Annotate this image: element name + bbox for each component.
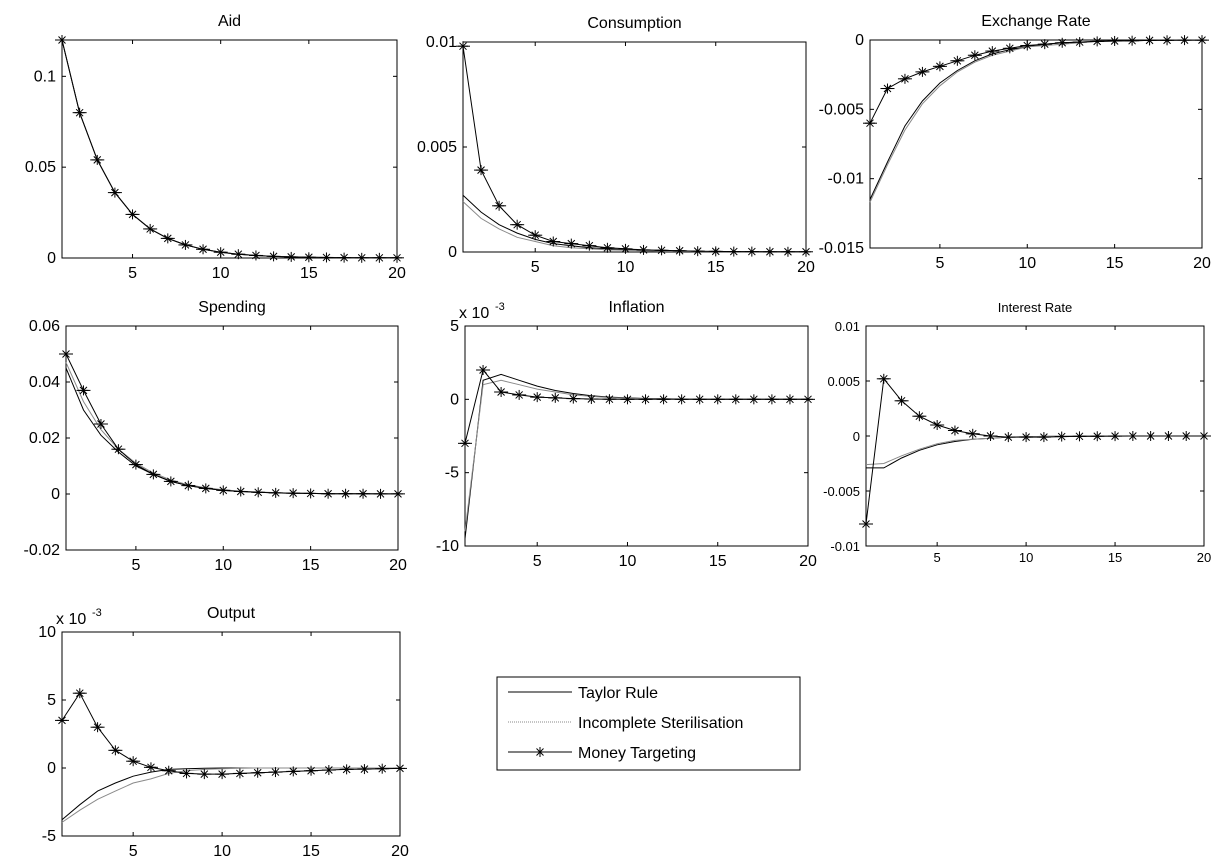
legend-star-marker — [535, 747, 545, 757]
interest-rate-ytick-label: -0.005 — [823, 484, 860, 499]
interest-rate-ytick-label: 0 — [853, 429, 860, 444]
subplot-consumption: Consumption 5 10 15 20 0 0.005 0.01 — [417, 15, 815, 276]
interest-rate-xtick-label: 20 — [1197, 550, 1211, 565]
legend-star-glyph — [535, 747, 545, 757]
inflation-xtick-label: 5 — [533, 553, 542, 570]
inflation-ytick-label: 5 — [450, 318, 459, 335]
spending-axes-box — [65, 325, 399, 551]
spending-ytick-label: 0 — [51, 486, 60, 503]
exchange-rate-xtick-label: 20 — [1193, 255, 1211, 272]
exchange-rate-axes-box — [869, 39, 1203, 249]
interest-rate-ytick-label: -0.01 — [830, 539, 860, 554]
aid-ytick-label: 0.05 — [25, 159, 56, 176]
exchange-rate-ytick-label: -0.01 — [828, 171, 865, 188]
spending-xtick-label: 20 — [389, 557, 407, 574]
interest-rate-ytick-label: 0.005 — [827, 374, 860, 389]
consumption-ytick-label: 0.01 — [426, 34, 457, 51]
subplot-spending: Spending 5 10 15 20 -0.02 0 0.02 0.04 0.06 — [24, 299, 407, 574]
output-xtick-label: 15 — [302, 843, 320, 860]
output-ytick-label: 0 — [47, 760, 56, 777]
consumption-ytick-label: 0 — [448, 244, 457, 261]
aid-xtick-label: 15 — [300, 265, 318, 282]
exchange-rate-xtick-label: 15 — [1106, 255, 1124, 272]
inflation-xtick-label: 10 — [619, 553, 637, 570]
interest-rate-ytick-label: 0.01 — [835, 319, 860, 334]
inflation-axes-box — [464, 325, 809, 547]
aid-axes-box — [61, 39, 398, 259]
interest-rate-xtick-label: 5 — [934, 550, 941, 565]
inflation-title: Inflation — [608, 299, 664, 316]
exchange-rate-ytick-label: -0.015 — [819, 240, 864, 257]
output-series-incomplete-sterilisation — [61, 767, 400, 823]
legend-label-money-targeting: Money Targeting — [578, 745, 696, 762]
interest-rate-xtick-label: 15 — [1108, 550, 1122, 565]
output-xtick-label: 10 — [213, 843, 231, 860]
spending-xtick-label: 15 — [302, 557, 320, 574]
legend-label-incomplete-sterilisation: Incomplete Sterilisation — [578, 715, 743, 732]
spending-ytick-label: 0.02 — [29, 430, 60, 447]
legend-label-taylor-rule: Taylor Rule — [578, 685, 658, 702]
spending-title: Spending — [198, 299, 266, 316]
inflation-xtick-label: 15 — [709, 553, 727, 570]
output-ytick-label: -5 — [42, 828, 56, 845]
inflation-exponent-power: -3 — [495, 301, 505, 313]
aid-title: Aid — [218, 13, 241, 30]
inflation-xtick-label: 20 — [799, 553, 817, 570]
consumption-ytick-label: 0.005 — [417, 139, 457, 156]
output-title: Output — [207, 605, 256, 622]
output-axes-box — [61, 631, 401, 837]
spending-ytick-label: 0.04 — [29, 374, 60, 391]
exchange-rate-xtick-label: 10 — [1018, 255, 1036, 272]
inflation-ytick-label: -10 — [436, 538, 459, 555]
aid-ytick-label: 0.1 — [34, 68, 56, 85]
aid-ytick-label: 0 — [47, 250, 56, 267]
aid-xtick-label: 5 — [128, 265, 137, 282]
consumption-axes-box — [462, 41, 807, 253]
consumption-xtick-label: 20 — [797, 259, 815, 276]
output-xtick-label: 20 — [391, 843, 409, 860]
consumption-xtick-label: 15 — [707, 259, 725, 276]
exchange-rate-ytick-label: -0.005 — [819, 101, 864, 118]
legend: Taylor Rule Incomplete Sterilisation Mon… — [496, 676, 801, 771]
consumption-xtick-label: 10 — [617, 259, 635, 276]
output-exponent-power: -3 — [92, 607, 102, 619]
aid-xtick-label: 10 — [212, 265, 230, 282]
interest-rate-title: Interest Rate — [998, 300, 1072, 315]
spending-xtick-label: 5 — [131, 557, 140, 574]
spending-ytick-label: 0.06 — [29, 318, 60, 335]
interest-rate-xtick-label: 10 — [1019, 550, 1033, 565]
subplot-aid: Aid 5 10 15 20 0 0.05 0.1 — [25, 13, 406, 282]
subplot-interest-rate: Interest Rate 5 10 15 20 -0.01 -0.005 0 0.005 0.0… — [823, 300, 1211, 565]
exchange-rate-title: Exchange Rate — [981, 13, 1091, 30]
subplot-exchange-rate: Exchange Rate 5 10 15 20 -0.015 -0.01 -0.005 0 — [819, 13, 1211, 272]
exchange-rate-ytick-label: 0 — [855, 32, 864, 49]
spending-ytick-label: -0.02 — [24, 542, 61, 559]
inflation-ytick-label: -5 — [445, 465, 459, 482]
exchange-rate-xtick-label: 5 — [935, 255, 944, 272]
output-xtick-label: 5 — [129, 843, 138, 860]
inflation-ytick-label: 0 — [450, 391, 459, 408]
output-exponent-label: x 10 — [56, 611, 86, 628]
output-ytick-label: 10 — [38, 624, 56, 641]
consumption-title: Consumption — [587, 15, 681, 32]
inflation-exponent-label: x 10 — [459, 305, 489, 322]
consumption-xtick-label: 5 — [531, 259, 540, 276]
output-ytick-label: 5 — [47, 692, 56, 709]
spending-xtick-label: 10 — [214, 557, 232, 574]
aid-xtick-label: 20 — [388, 265, 406, 282]
